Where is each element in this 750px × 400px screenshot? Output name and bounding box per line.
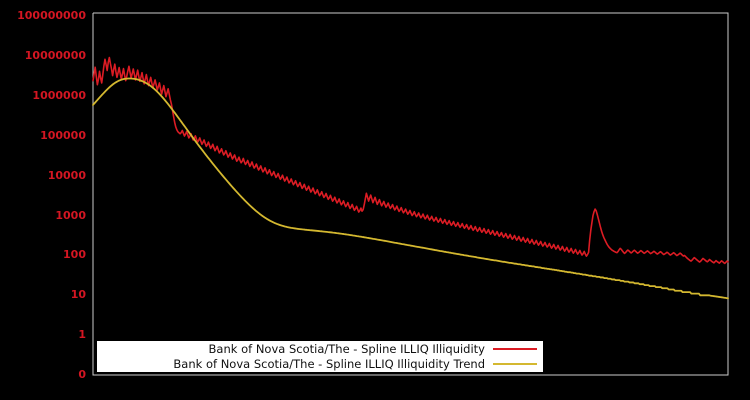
y-axis-tick-100000: 100000 xyxy=(40,128,86,142)
y-axis-tick-1000: 1000 xyxy=(55,208,86,222)
y-axis-tick-10: 10 xyxy=(70,288,86,302)
series-line-illiquidity-trend xyxy=(92,77,729,300)
series-line-illiquidity xyxy=(92,56,729,265)
legend-color-swatch xyxy=(493,343,537,354)
axis-frame xyxy=(92,12,729,376)
chart-legend[interactable]: Bank of Nova Scotia/The - Spline ILLIQ I… xyxy=(97,341,543,372)
legend-label: Bank of Nova Scotia/The - Spline ILLIQ I… xyxy=(173,356,485,371)
y-axis-tick-100: 100 xyxy=(63,248,86,262)
y-axis-tick-10000000: 10000000 xyxy=(24,48,86,62)
legend-label: Bank of Nova Scotia/The - Spline ILLIQ I… xyxy=(208,341,485,356)
y-axis-tick-1000000: 1000000 xyxy=(32,88,86,102)
y-axis-tick-0: 0 xyxy=(78,368,86,381)
legend-item-1[interactable]: Bank of Nova Scotia/The - Spline ILLIQ I… xyxy=(97,356,543,371)
y-axis-tick-1: 1 xyxy=(78,328,86,342)
y-axis-tick-10000: 10000 xyxy=(47,168,86,182)
legend-item-0[interactable]: Bank of Nova Scotia/The - Spline ILLIQ I… xyxy=(97,341,543,356)
legend-color-swatch xyxy=(493,358,537,369)
y-axis-tick-100000000: 100000000 xyxy=(17,9,86,22)
